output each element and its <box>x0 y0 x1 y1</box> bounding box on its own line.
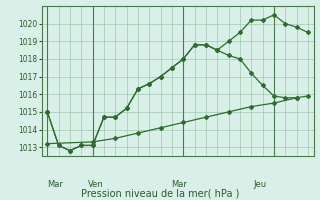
Text: Mar: Mar <box>171 180 187 189</box>
Text: Pression niveau de la mer( hPa ): Pression niveau de la mer( hPa ) <box>81 188 239 198</box>
Text: Ven: Ven <box>88 180 104 189</box>
Text: Jeu: Jeu <box>253 180 267 189</box>
Text: Mar: Mar <box>47 180 63 189</box>
